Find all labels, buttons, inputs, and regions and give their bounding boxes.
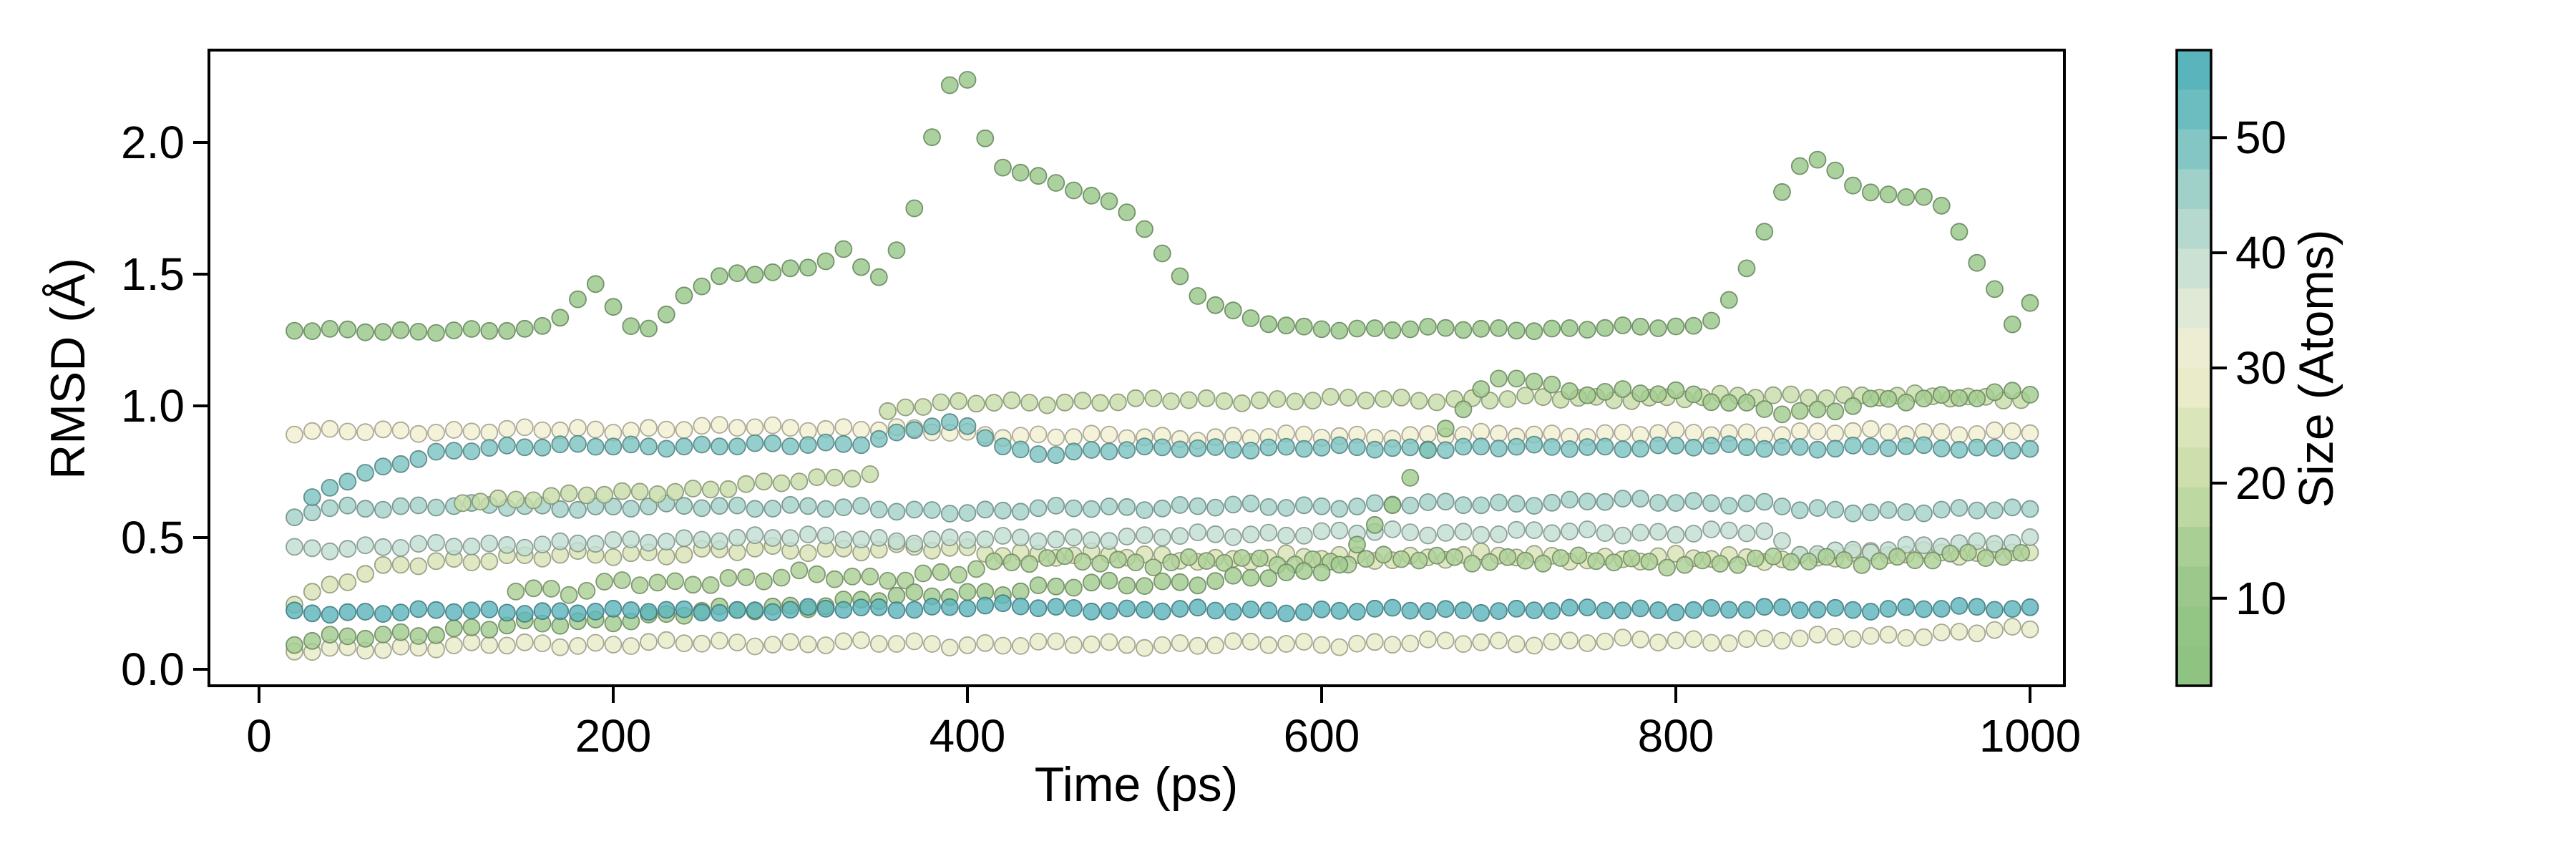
- colorbar-tick-label: 40: [2235, 227, 2287, 279]
- x-tick-label: 600: [1283, 710, 1360, 762]
- y-tick-label: 2.0: [121, 117, 185, 168]
- colorbar-tick-label: 10: [2235, 572, 2287, 624]
- y-tick-label: 1.5: [121, 248, 185, 300]
- y-tick-label: 0.0: [121, 644, 185, 695]
- colorbar-ticks: [2211, 136, 2227, 600]
- colorbar-tick-label: 30: [2235, 342, 2287, 394]
- plot-border: [208, 49, 2066, 687]
- x-tick-label: 800: [1637, 710, 1714, 762]
- series-trace-55-atoms: [286, 594, 2039, 624]
- series-trace-10-atoms: [286, 71, 2039, 342]
- scatter-series-group: [286, 71, 2039, 661]
- x-axis-label: Time (ps): [1034, 757, 1239, 812]
- x-tick-label: 1000: [1979, 710, 2082, 762]
- series-trace-50-atoms: [303, 413, 2039, 506]
- axis-ticks: [193, 141, 2031, 703]
- x-tick-label: 0: [246, 710, 272, 762]
- series-trace-15-atoms: [507, 543, 2031, 604]
- x-tick-label: 400: [929, 710, 1006, 762]
- colorbar: [2175, 49, 2212, 687]
- y-tick-label: 1.0: [121, 380, 185, 432]
- colorbar-tick-label: 20: [2235, 457, 2287, 509]
- y-tick-label: 0.5: [121, 512, 185, 563]
- x-tick-label: 200: [575, 710, 652, 762]
- colorbar-tick-label: 50: [2235, 112, 2287, 164]
